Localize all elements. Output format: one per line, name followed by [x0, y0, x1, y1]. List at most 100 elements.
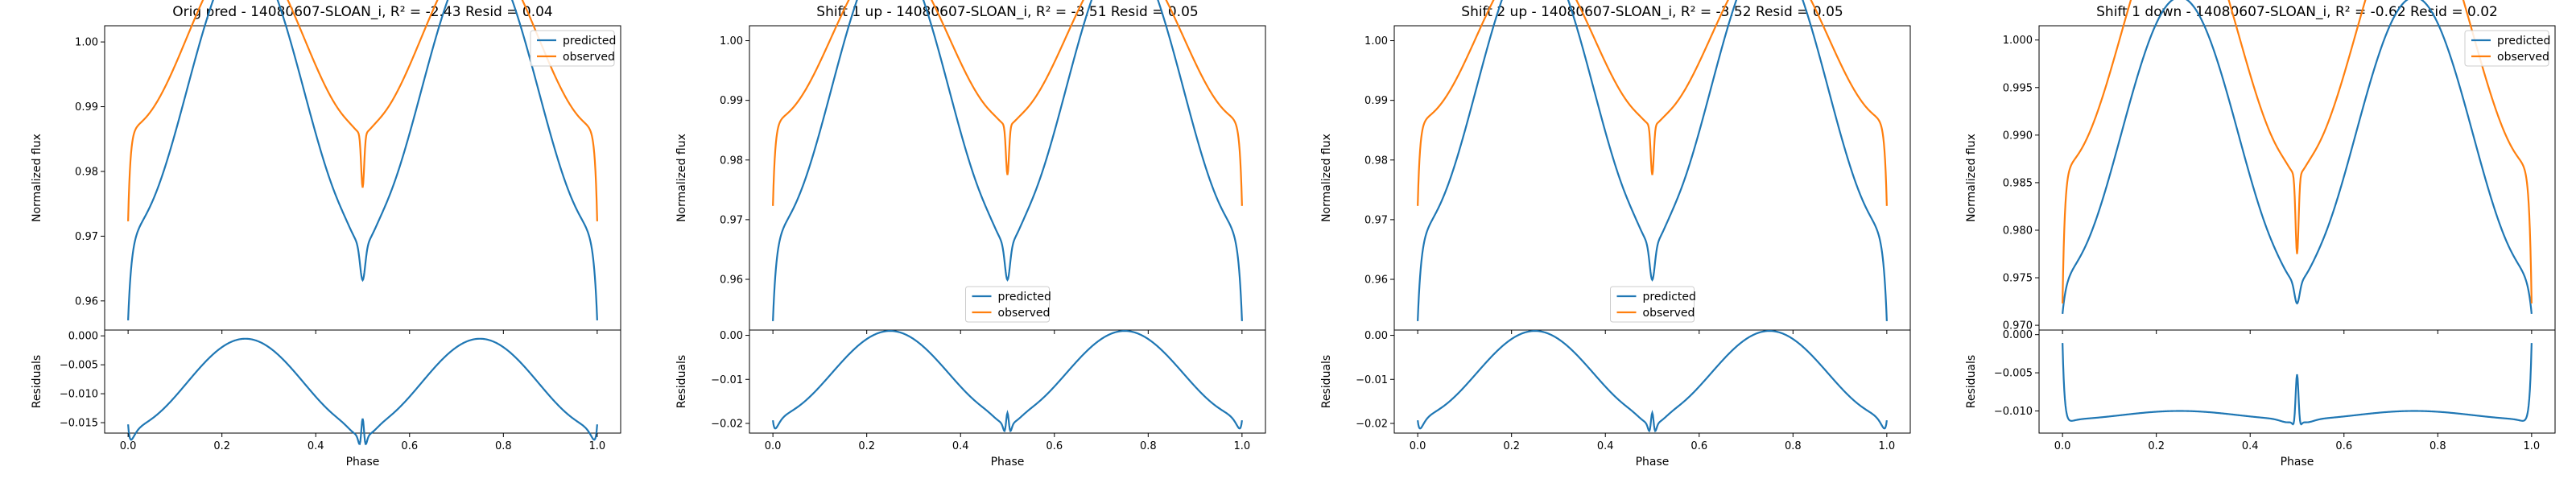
xtick-label: 0.2: [1503, 440, 1520, 452]
top-ytick-label: 0.96: [1364, 275, 1388, 287]
series-line-residual: [127, 337, 598, 445]
legend: predicted observed: [2464, 30, 2550, 67]
bottom-ylabel: Residuals: [1320, 355, 1333, 408]
top-ytick-label: 0.97: [1364, 214, 1388, 226]
legend-label-observed: observed: [2497, 51, 2549, 64]
xtick-label: 0.0: [1410, 440, 1426, 452]
series-line-residual: [772, 329, 1243, 433]
top-ytick-label: 0.97: [75, 231, 98, 243]
xtick-label: 0.8: [2429, 440, 2446, 452]
bottom-ytick-label: −0.015: [60, 418, 98, 430]
xtick-label: 1.0: [1234, 440, 1251, 452]
xtick-label: 0.8: [1785, 440, 1802, 452]
xtick-label: 0.8: [1140, 440, 1157, 452]
top-ytick-label: 0.96: [720, 275, 743, 287]
legend-label-observed: observed: [1643, 307, 1695, 320]
xtick-label: 0.0: [765, 440, 782, 452]
top-ytick-label: 0.98: [1364, 155, 1388, 167]
bottom-ylabel: Residuals: [675, 355, 688, 408]
bottom-frame: [749, 329, 1266, 434]
top-ytick-label: 0.990: [2003, 130, 2033, 142]
bottom-ytick-label: −0.02: [1356, 418, 1388, 430]
top-ytick-label: 0.99: [1364, 95, 1388, 107]
chart-panel-4: Shift 1 down - 14080607-SLOAN_i, R² = -0…: [1965, 0, 2556, 469]
bottom-ylabel: Residuals: [1965, 355, 1978, 408]
bottom-ytick-label: −0.01: [711, 374, 743, 386]
legend-label-predicted: predicted: [998, 291, 1051, 303]
top-ytick-label: 0.97: [720, 214, 743, 226]
bottom-ytick-label: −0.01: [1356, 374, 1388, 386]
series-line-residual: [1417, 329, 1888, 433]
legend-label-observed: observed: [998, 307, 1051, 320]
bottom-ytick-label: −0.005: [1994, 368, 2033, 380]
series-line-predicted: [2062, 0, 2533, 315]
series-line-residual: [2062, 343, 2533, 426]
legend: predicted observed: [530, 30, 616, 67]
top-ytick-label: 0.975: [2003, 273, 2033, 285]
series-line-predicted: [772, 0, 1243, 321]
xtick-label: 1.0: [1879, 440, 1896, 452]
bottom-ytick-label: 0.00: [720, 330, 743, 342]
xtick-label: 0.6: [1690, 440, 1707, 452]
xtick-label: 0.2: [213, 440, 230, 452]
x-axis-label: Phase: [2281, 456, 2314, 469]
bottom-frame: [1393, 329, 1911, 434]
xtick-label: 1.0: [2524, 440, 2541, 452]
top-ytick-label: 0.995: [2003, 82, 2033, 94]
top-ytick-label: 0.99: [75, 101, 98, 114]
bottom-ytick-label: 0.000: [2003, 329, 2033, 341]
xtick-label: 0.6: [2335, 440, 2352, 452]
bottom-ytick-label: 0.00: [1364, 330, 1388, 342]
xtick-label: 0.8: [495, 440, 512, 452]
xtick-label: 0.4: [2242, 440, 2259, 452]
xtick-label: 1.0: [589, 440, 606, 452]
top-ylabel: Normalized flux: [1320, 134, 1333, 222]
chart-title: Orig pred - 14080607-SLOAN_i, R² = -2.43…: [172, 4, 553, 20]
legend: predicted observed: [965, 286, 1051, 323]
top-ytick-label: 0.98: [720, 155, 743, 167]
top-ytick-label: 0.985: [2003, 177, 2033, 189]
xtick-label: 0.6: [1046, 440, 1063, 452]
top-ytick-label: 0.970: [2003, 320, 2033, 332]
series-line-predicted: [1417, 0, 1888, 321]
bottom-frame: [104, 329, 621, 434]
chart-panel-1: Orig pred - 14080607-SLOAN_i, R² = -2.43…: [31, 0, 621, 469]
series-line-observed: [127, 0, 598, 221]
x-axis-label: Phase: [1636, 456, 1670, 469]
bottom-ytick-label: −0.02: [711, 418, 743, 430]
top-ytick-label: 0.98: [75, 166, 98, 178]
bottom-frame: [2038, 329, 2556, 434]
series-line-observed: [2062, 0, 2533, 303]
bottom-ytick-label: −0.010: [1994, 406, 2033, 418]
series-line-observed: [1417, 0, 1888, 206]
top-ylabel: Normalized flux: [31, 134, 43, 222]
xtick-label: 0.6: [401, 440, 418, 452]
legend-label-predicted: predicted: [1643, 291, 1696, 303]
legend-label-observed: observed: [563, 51, 615, 64]
bottom-ylabel: Residuals: [31, 355, 43, 408]
top-ytick-label: 1.00: [1364, 35, 1388, 47]
top-ylabel: Normalized flux: [675, 134, 688, 222]
xtick-label: 0.4: [1597, 440, 1614, 452]
legend: predicted observed: [1610, 286, 1696, 323]
xtick-label: 0.0: [120, 440, 137, 452]
chart-panel-2: Shift 1 up - 14080607-SLOAN_i, R² = -3.5…: [675, 0, 1266, 469]
series-line-observed: [772, 0, 1243, 206]
top-ytick-label: 0.99: [720, 95, 743, 107]
chart-title: Shift 1 up - 14080607-SLOAN_i, R² = -3.5…: [816, 4, 1198, 20]
top-ytick-label: 1.00: [720, 35, 743, 47]
series-line-predicted: [127, 0, 598, 320]
top-ytick-label: 1.00: [75, 37, 98, 49]
bottom-ytick-label: −0.010: [60, 389, 98, 401]
top-ylabel: Normalized flux: [1965, 134, 1978, 222]
legend-label-predicted: predicted: [2497, 35, 2550, 47]
chart-panel-3: Shift 2 up - 14080607-SLOAN_i, R² = -3.5…: [1320, 0, 1911, 469]
x-axis-label: Phase: [991, 456, 1025, 469]
xtick-label: 0.4: [952, 440, 969, 452]
top-ytick-label: 1.000: [2003, 35, 2033, 47]
top-ytick-label: 0.980: [2003, 225, 2033, 237]
xtick-label: 0.4: [308, 440, 324, 452]
bottom-ytick-label: −0.005: [60, 360, 98, 372]
